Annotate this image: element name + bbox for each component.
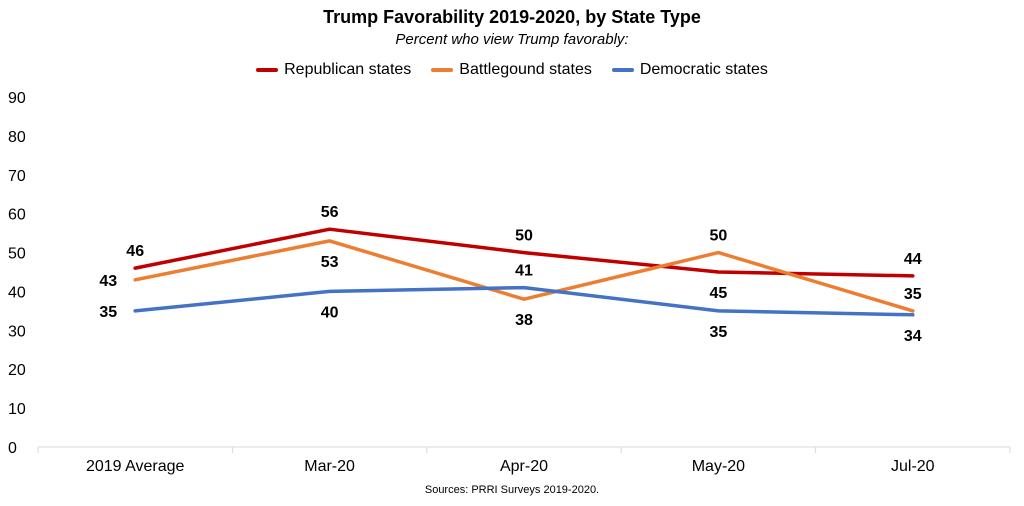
y-tick-label: 30	[8, 323, 26, 340]
data-label-democratic: 40	[321, 304, 339, 321]
y-tick-label: 90	[8, 90, 26, 107]
data-label-republican: 56	[321, 204, 339, 221]
legend-item-battleground: Battlegound states	[431, 61, 592, 79]
data-label-battleground: 50	[710, 228, 728, 245]
source-note: Sources: PRRI Surveys 2019-2020.	[424, 484, 600, 496]
data-label-battleground: 38	[515, 312, 533, 329]
chart-title: Trump Favorability 2019-2020, by State T…	[323, 7, 701, 27]
x-tick-label: May-20	[692, 458, 745, 475]
legend: Republican states Battlegound states Dem…	[0, 61, 1024, 79]
x-tick-label: 2019 Average	[86, 458, 185, 475]
data-label-republican: 45	[710, 285, 728, 302]
legend-label-republican: Republican states	[284, 61, 412, 78]
y-tick-label: 0	[8, 440, 17, 457]
data-label-democratic: 41	[515, 263, 533, 280]
data-label-democratic: 34	[904, 328, 922, 345]
y-tick-label: 10	[8, 401, 26, 418]
series-line-battleground	[133, 239, 915, 313]
data-label-battleground: 35	[904, 286, 922, 303]
data-label-battleground: 43	[99, 273, 117, 290]
legend-swatch-democratic	[611, 68, 634, 72]
x-tick-label: Apr-20	[500, 458, 548, 475]
data-label-battleground: 53	[321, 254, 339, 271]
legend-swatch-battleground	[431, 68, 454, 72]
data-label-republican: 46	[126, 243, 144, 260]
y-tick-label: 80	[8, 129, 26, 146]
y-tick-label: 50	[8, 246, 26, 263]
data-label-republican: 44	[904, 251, 922, 268]
data-label-republican: 50	[515, 228, 533, 245]
x-tick-label: Jul-20	[891, 458, 935, 475]
series-line-democratic	[133, 285, 915, 317]
y-tick-label: 40	[8, 284, 26, 301]
legend-label-battleground: Battlegound states	[459, 61, 592, 78]
chart-subtitle: Percent who view Trump favorably:	[395, 31, 629, 48]
legend-label-democratic: Democratic states	[639, 61, 768, 78]
y-tick-label: 60	[8, 207, 26, 224]
y-tick-label: 20	[8, 362, 26, 379]
x-tick-label: Mar-20	[304, 458, 355, 475]
data-label-democratic: 35	[99, 304, 117, 321]
legend-swatch-republican	[256, 68, 279, 72]
legend-item-republican: Republican states	[256, 61, 411, 79]
legend-item-democratic: Democratic states	[611, 61, 768, 79]
data-label-democratic: 35	[710, 324, 728, 341]
y-tick-label: 70	[8, 168, 26, 185]
